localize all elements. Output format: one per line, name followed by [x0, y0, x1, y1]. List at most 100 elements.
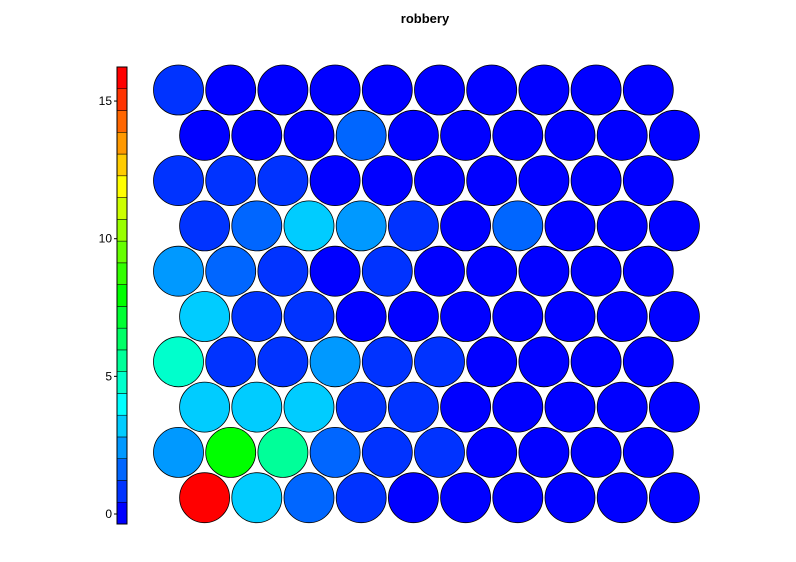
colorbar-ticks: 0 5 10 15 [99, 94, 117, 521]
som-cell [466, 426, 518, 478]
som-cell [283, 200, 335, 252]
som-cell [440, 109, 492, 161]
som-cell [466, 245, 518, 297]
colorbar-segment [116, 458, 128, 481]
som-cell [622, 245, 674, 297]
som-cell [309, 336, 361, 388]
som-cell [649, 472, 700, 524]
som-cell [440, 291, 492, 342]
som-cell [518, 64, 570, 116]
colorbar-segment [116, 501, 128, 525]
som-cell [205, 245, 257, 297]
som-cell [414, 64, 465, 116]
som-cell [387, 200, 439, 252]
som-cell [518, 336, 570, 388]
colorbar-segment [116, 66, 128, 90]
som-cell [622, 426, 674, 478]
som-cell [231, 381, 283, 433]
som-cell [440, 381, 492, 433]
colorbar-tick-label: 5 [105, 369, 112, 383]
som-cell [335, 200, 387, 252]
som-cell [257, 155, 309, 207]
som-cell [335, 472, 387, 524]
som-cell [518, 245, 570, 297]
som-cell [257, 336, 309, 388]
som-cell [153, 155, 204, 207]
som-cell [387, 472, 439, 524]
som-cell [414, 245, 465, 297]
som-cell [570, 336, 622, 388]
som-cell [518, 155, 570, 207]
som-cell [570, 245, 622, 297]
som-cell [466, 336, 518, 388]
colorbar-segment [116, 480, 128, 503]
som-cell [283, 291, 335, 342]
colorbar [116, 66, 128, 525]
som-cell [153, 245, 204, 297]
som-cell [596, 291, 648, 342]
som-cell [414, 155, 465, 207]
colorbar-segment [116, 132, 128, 155]
som-cell [544, 291, 596, 342]
som-cell [440, 472, 492, 524]
som-cell [283, 472, 335, 524]
colorbar-segment [116, 197, 128, 220]
colorbar-segment [116, 240, 128, 264]
som-cell [622, 336, 674, 388]
som-cell [205, 426, 257, 478]
som-cell [361, 245, 413, 297]
som-cell [179, 200, 231, 252]
som-cell [205, 336, 257, 388]
colorbar-segment [116, 88, 128, 111]
som-cell [309, 155, 361, 207]
som-cell [492, 200, 544, 252]
som-cell [179, 472, 231, 524]
som-cell [309, 64, 361, 116]
som-cell [335, 291, 387, 342]
som-cell [179, 291, 231, 342]
som-cell [649, 109, 700, 161]
som-cell [570, 64, 622, 116]
som-cell [622, 64, 674, 116]
colorbar-segment [116, 393, 128, 416]
som-cell [466, 64, 518, 116]
colorbar-segment [116, 262, 128, 285]
som-cell [570, 426, 622, 478]
colorbar-segment [116, 175, 128, 198]
som-cell [231, 472, 283, 524]
som-cell [387, 291, 439, 342]
som-cell [414, 426, 465, 478]
colorbar-tick-label: 15 [99, 94, 113, 108]
colorbar-tick-label: 10 [99, 232, 113, 246]
som-cell [231, 291, 283, 342]
som-cell [596, 472, 648, 524]
colorbar-segment [116, 110, 128, 133]
colorbar-segment [116, 284, 128, 307]
som-cell [335, 381, 387, 433]
som-cell [544, 109, 596, 161]
som-cell [622, 155, 674, 207]
som-cell [649, 291, 700, 342]
som-cell [179, 109, 231, 161]
colorbar-segment [116, 153, 128, 177]
som-cell [283, 109, 335, 161]
som-cell [205, 64, 257, 116]
som-cell [492, 291, 544, 342]
som-cell [179, 381, 231, 433]
som-cell [414, 336, 465, 388]
som-cell [257, 426, 309, 478]
som-cell [257, 64, 309, 116]
som-cell [596, 109, 648, 161]
colorbar-outline [116, 66, 128, 525]
som-cell [361, 155, 413, 207]
som-cell [387, 109, 439, 161]
som-cell [544, 381, 596, 433]
som-cell [466, 155, 518, 207]
som-cell [518, 426, 570, 478]
som-cell [570, 155, 622, 207]
som-cell [153, 336, 204, 388]
som-cell [231, 200, 283, 252]
som-cell [283, 381, 335, 433]
colorbar-segment [116, 436, 128, 459]
colorbar-tick-label: 0 [105, 507, 112, 521]
